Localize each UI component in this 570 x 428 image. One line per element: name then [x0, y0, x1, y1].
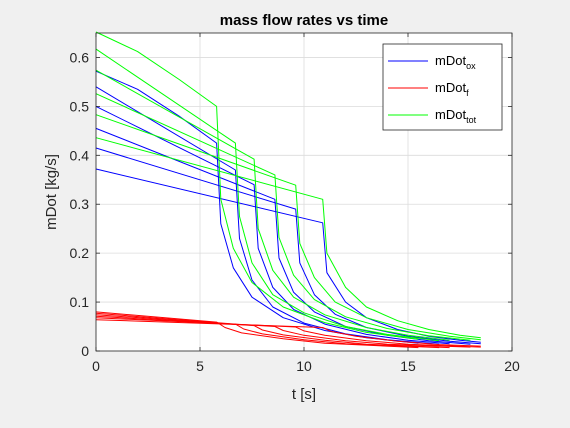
axis-ticks: 0 5 10 15 20 0 0.1 0.2 0.3 0.4 0.5 0.6: [70, 33, 520, 374]
y-tick-label: 0.5: [70, 98, 90, 114]
y-tick-label: 0.6: [70, 49, 90, 65]
legend-box: [382, 43, 503, 131]
x-tick-label: 10: [296, 358, 312, 374]
y-tick-label: 0.4: [70, 147, 90, 163]
series-line-tot: [95, 137, 481, 339]
series-line-tot: [95, 31, 419, 340]
x-axis-label: t [s]: [292, 386, 316, 403]
series-line-tot: [95, 48, 440, 342]
series-line-tot: [95, 69, 450, 341]
series-line-f: [95, 311, 419, 349]
y-axis-label: mDot [kg/s]: [43, 154, 60, 230]
series-line-ox: [95, 105, 450, 345]
legend-label-tot: mDottot: [435, 107, 477, 125]
y-tick-label: 0.3: [70, 196, 90, 212]
series-line-f: [95, 319, 481, 347]
x-tick-label: 20: [504, 358, 520, 374]
legend-label-ox: mDotox: [435, 53, 476, 71]
x-tick-label: 0: [92, 358, 100, 374]
y-tick-label: 0: [81, 343, 89, 359]
y-tick-label: 0.2: [70, 245, 90, 261]
series-line-ox: [95, 147, 481, 345]
series-line-f: [95, 315, 471, 348]
chart-title: mass flow rates vs time: [220, 12, 388, 29]
x-tick-label: 15: [400, 358, 416, 374]
legend: mDotox mDotf mDottot: [382, 43, 503, 131]
series-line-tot: [95, 114, 481, 341]
x-tick-label: 5: [196, 358, 204, 374]
y-tick-label: 0.1: [70, 294, 90, 310]
series-line-tot: [95, 93, 471, 341]
legend-label-f: mDotf: [435, 80, 469, 98]
series-line-ox: [95, 86, 440, 345]
series-line-f: [95, 317, 481, 348]
data-lines: [95, 31, 481, 349]
